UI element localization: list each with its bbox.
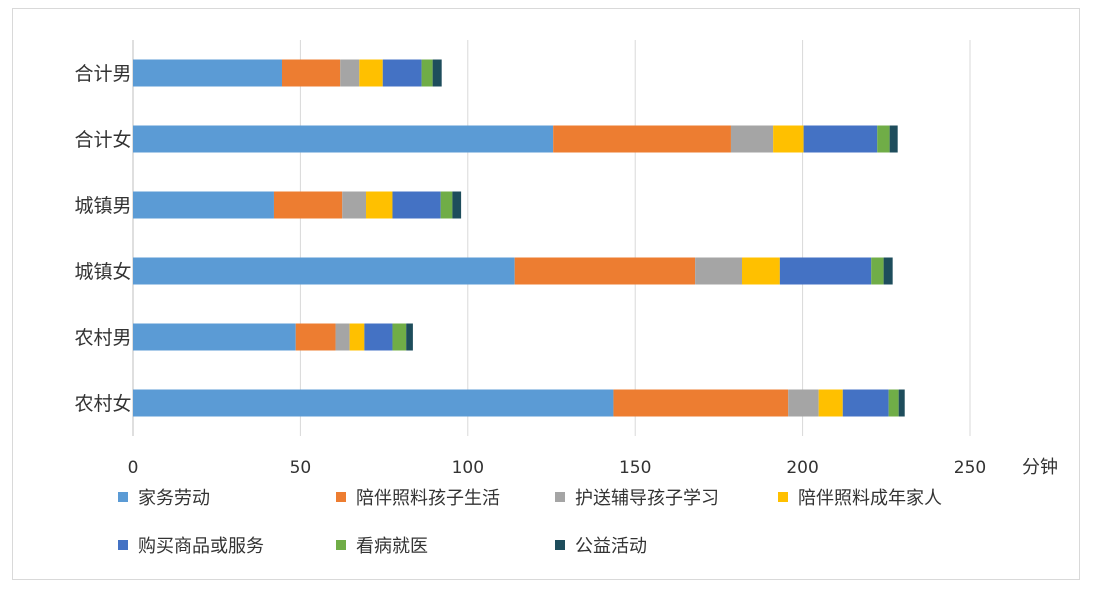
bar-segment: [432, 59, 442, 87]
bar-segment: [742, 257, 780, 285]
category-label: 城镇男: [74, 195, 131, 217]
bar-segment: [133, 323, 296, 351]
bar-segment: [730, 125, 774, 153]
x-tick-label: 250: [954, 458, 986, 478]
bar-segment: [133, 59, 282, 87]
bar-segment: [392, 191, 441, 219]
category-label: 城镇女: [74, 261, 131, 283]
legend-marker: [118, 540, 128, 550]
bar-segment: [273, 191, 343, 219]
bar-segment: [779, 257, 872, 285]
bar-segment: [342, 191, 367, 219]
legend-marker: [336, 540, 346, 550]
bar-segment: [877, 125, 890, 153]
legend-label: 看病就医: [356, 536, 428, 557]
bar-segment: [514, 257, 696, 285]
bar-segment: [553, 125, 731, 153]
bar-segment: [803, 125, 878, 153]
category-label: 合计男: [74, 63, 131, 85]
legend-label: 购买商品或服务: [138, 536, 264, 557]
bar-segment: [889, 125, 898, 153]
bar-segment: [392, 323, 407, 351]
legend-marker: [555, 540, 565, 550]
x-tick-label: 50: [290, 458, 312, 478]
legend-marker: [555, 492, 565, 502]
bar-segment: [359, 59, 383, 87]
chart-frame: [12, 8, 1080, 580]
x-tick-label: 100: [452, 458, 484, 478]
bar-segment: [818, 389, 843, 417]
bar-segment: [335, 323, 350, 351]
x-tick-label: 150: [619, 458, 651, 478]
legend-label: 家务劳动: [138, 488, 210, 509]
bar-segment: [295, 323, 336, 351]
legend-label: 公益活动: [575, 536, 647, 557]
bar-segment: [281, 59, 341, 87]
bar-segment: [452, 191, 462, 219]
legend-label: 陪伴照料孩子生活: [356, 488, 500, 509]
bar-segment: [133, 389, 614, 417]
bar-segment: [133, 257, 515, 285]
category-label: 合计女: [74, 129, 131, 151]
bar-segment: [364, 323, 393, 351]
bar-segment: [871, 257, 884, 285]
legend-marker: [778, 492, 788, 502]
legend-marker: [118, 492, 128, 502]
category-label: 农村女: [74, 393, 131, 415]
bar-segment: [788, 389, 819, 417]
bar-segment: [888, 389, 899, 417]
bar-segment: [349, 323, 365, 351]
bar-segment: [382, 59, 422, 87]
bar-segment: [613, 389, 789, 417]
x-tick-label: 0: [128, 458, 139, 478]
category-label: 农村男: [74, 327, 131, 349]
bar-segment: [340, 59, 360, 87]
legend-label: 陪伴照料成年家人: [798, 488, 942, 509]
bar-segment: [421, 59, 433, 87]
legend-label: 护送辅导孩子学习: [575, 488, 719, 509]
bar-segment: [366, 191, 393, 219]
x-axis-label: 分钟: [1022, 457, 1058, 478]
bar-segment: [406, 323, 413, 351]
bar-segment: [440, 191, 453, 219]
bar-segment: [773, 125, 804, 153]
bar-segment: [898, 389, 905, 417]
bar-segment: [133, 191, 274, 219]
bar-segment: [883, 257, 893, 285]
x-tick-label: 200: [786, 458, 818, 478]
legend-marker: [336, 492, 346, 502]
bar-segment: [695, 257, 743, 285]
bar-segment: [133, 125, 554, 153]
bar-segment: [842, 389, 889, 417]
